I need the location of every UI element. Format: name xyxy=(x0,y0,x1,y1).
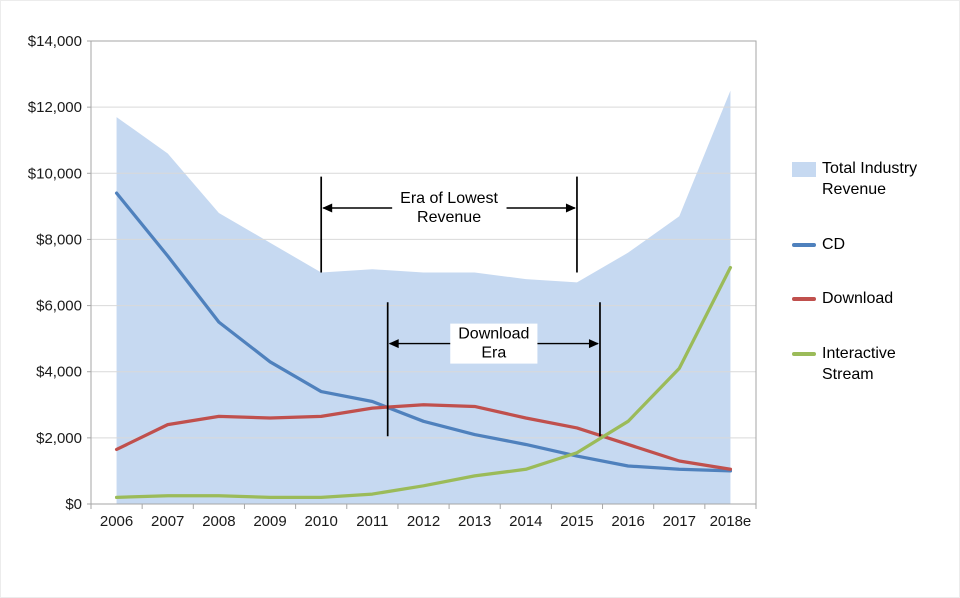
x-axis-tick-label: 2006 xyxy=(100,513,133,530)
arrowhead-left-era-of-lowest-revenue xyxy=(322,203,333,213)
arrowhead-left-download-era xyxy=(388,339,399,349)
annotation-label-era-of-lowest-revenue: Era of Lowest Revenue xyxy=(400,190,498,226)
y-axis-tick-label: $8,000 xyxy=(36,231,82,248)
annotation-label-bg-download-era xyxy=(450,323,538,364)
series-line-interactive-stream xyxy=(114,265,733,500)
legend-item-download: Download xyxy=(792,289,953,310)
series-area-total-industry-revenue xyxy=(116,90,731,504)
x-axis-tick-label: 2009 xyxy=(253,513,286,530)
x-axis-tick-label: 2013 xyxy=(458,513,491,530)
arrowhead-right-era-of-lowest-revenue xyxy=(565,203,576,213)
legend-item-cd: CD xyxy=(792,235,953,256)
legend-label-interactive-stream: Interactive Stream xyxy=(822,345,896,383)
x-axis-tick-label: 2012 xyxy=(407,513,440,530)
x-axis-tick-label: 2018e xyxy=(710,513,752,530)
series-line-cd xyxy=(114,191,733,473)
plot-border xyxy=(90,40,757,505)
y-axis-tick-label: $12,000 xyxy=(28,99,82,116)
x-axis-tick-label: 2016 xyxy=(611,513,644,530)
legend-label-total-industry-revenue: Total Industry Revenue xyxy=(822,160,918,198)
x-axis-tick-label: 2015 xyxy=(560,513,593,530)
x-axis-tick-label: 2008 xyxy=(202,513,235,530)
plot-area-wrapper: $0 $2,000 $4,000 $6,000 $8,000 $10,000 $12,000… xyxy=(1,1,776,597)
annotation-label-bg-era-of-lowest-revenue xyxy=(392,188,507,229)
legend-swatch-cd xyxy=(792,242,816,247)
chart-legend: Total Industry Revenue CD Download Interact… xyxy=(776,1,959,597)
legend-label-cd: CD xyxy=(822,235,846,253)
legend-item-total-industry-revenue: Total Industry Revenue xyxy=(792,159,953,201)
y-axis-tick-label: $10,000 xyxy=(28,165,82,182)
x-axis-tick-label: 2017 xyxy=(663,513,696,530)
legend-swatch-interactive-stream xyxy=(792,352,816,357)
series-line-download xyxy=(114,403,733,471)
y-axis-tick-label: $2,000 xyxy=(36,430,82,447)
x-axis-tick-label: 2007 xyxy=(151,513,184,530)
legend-label-download: Download xyxy=(822,290,894,308)
revenue-line-area-chart: $0 $2,000 $4,000 $6,000 $8,000 $10,000 $12,000… xyxy=(28,33,757,530)
annotation-label-download-era: Download Era xyxy=(458,326,529,362)
x-axis-tick-label: 2014 xyxy=(509,513,542,530)
legend-swatch-download xyxy=(792,297,816,302)
legend-swatch-total-industry-revenue xyxy=(792,162,816,177)
y-axis-tick-label: $14,000 xyxy=(28,33,82,50)
x-axis-tick-label: 2011 xyxy=(356,513,388,530)
y-axis-tick-label: $4,000 xyxy=(36,364,82,381)
x-axis-tick-label: 2010 xyxy=(305,513,338,530)
y-axis-tick-label: $6,000 xyxy=(36,298,82,315)
arrowhead-right-download-era xyxy=(588,339,599,349)
y-axis-tick-label: $0 xyxy=(65,496,82,513)
legend-item-interactive-stream: Interactive Stream xyxy=(792,344,953,386)
